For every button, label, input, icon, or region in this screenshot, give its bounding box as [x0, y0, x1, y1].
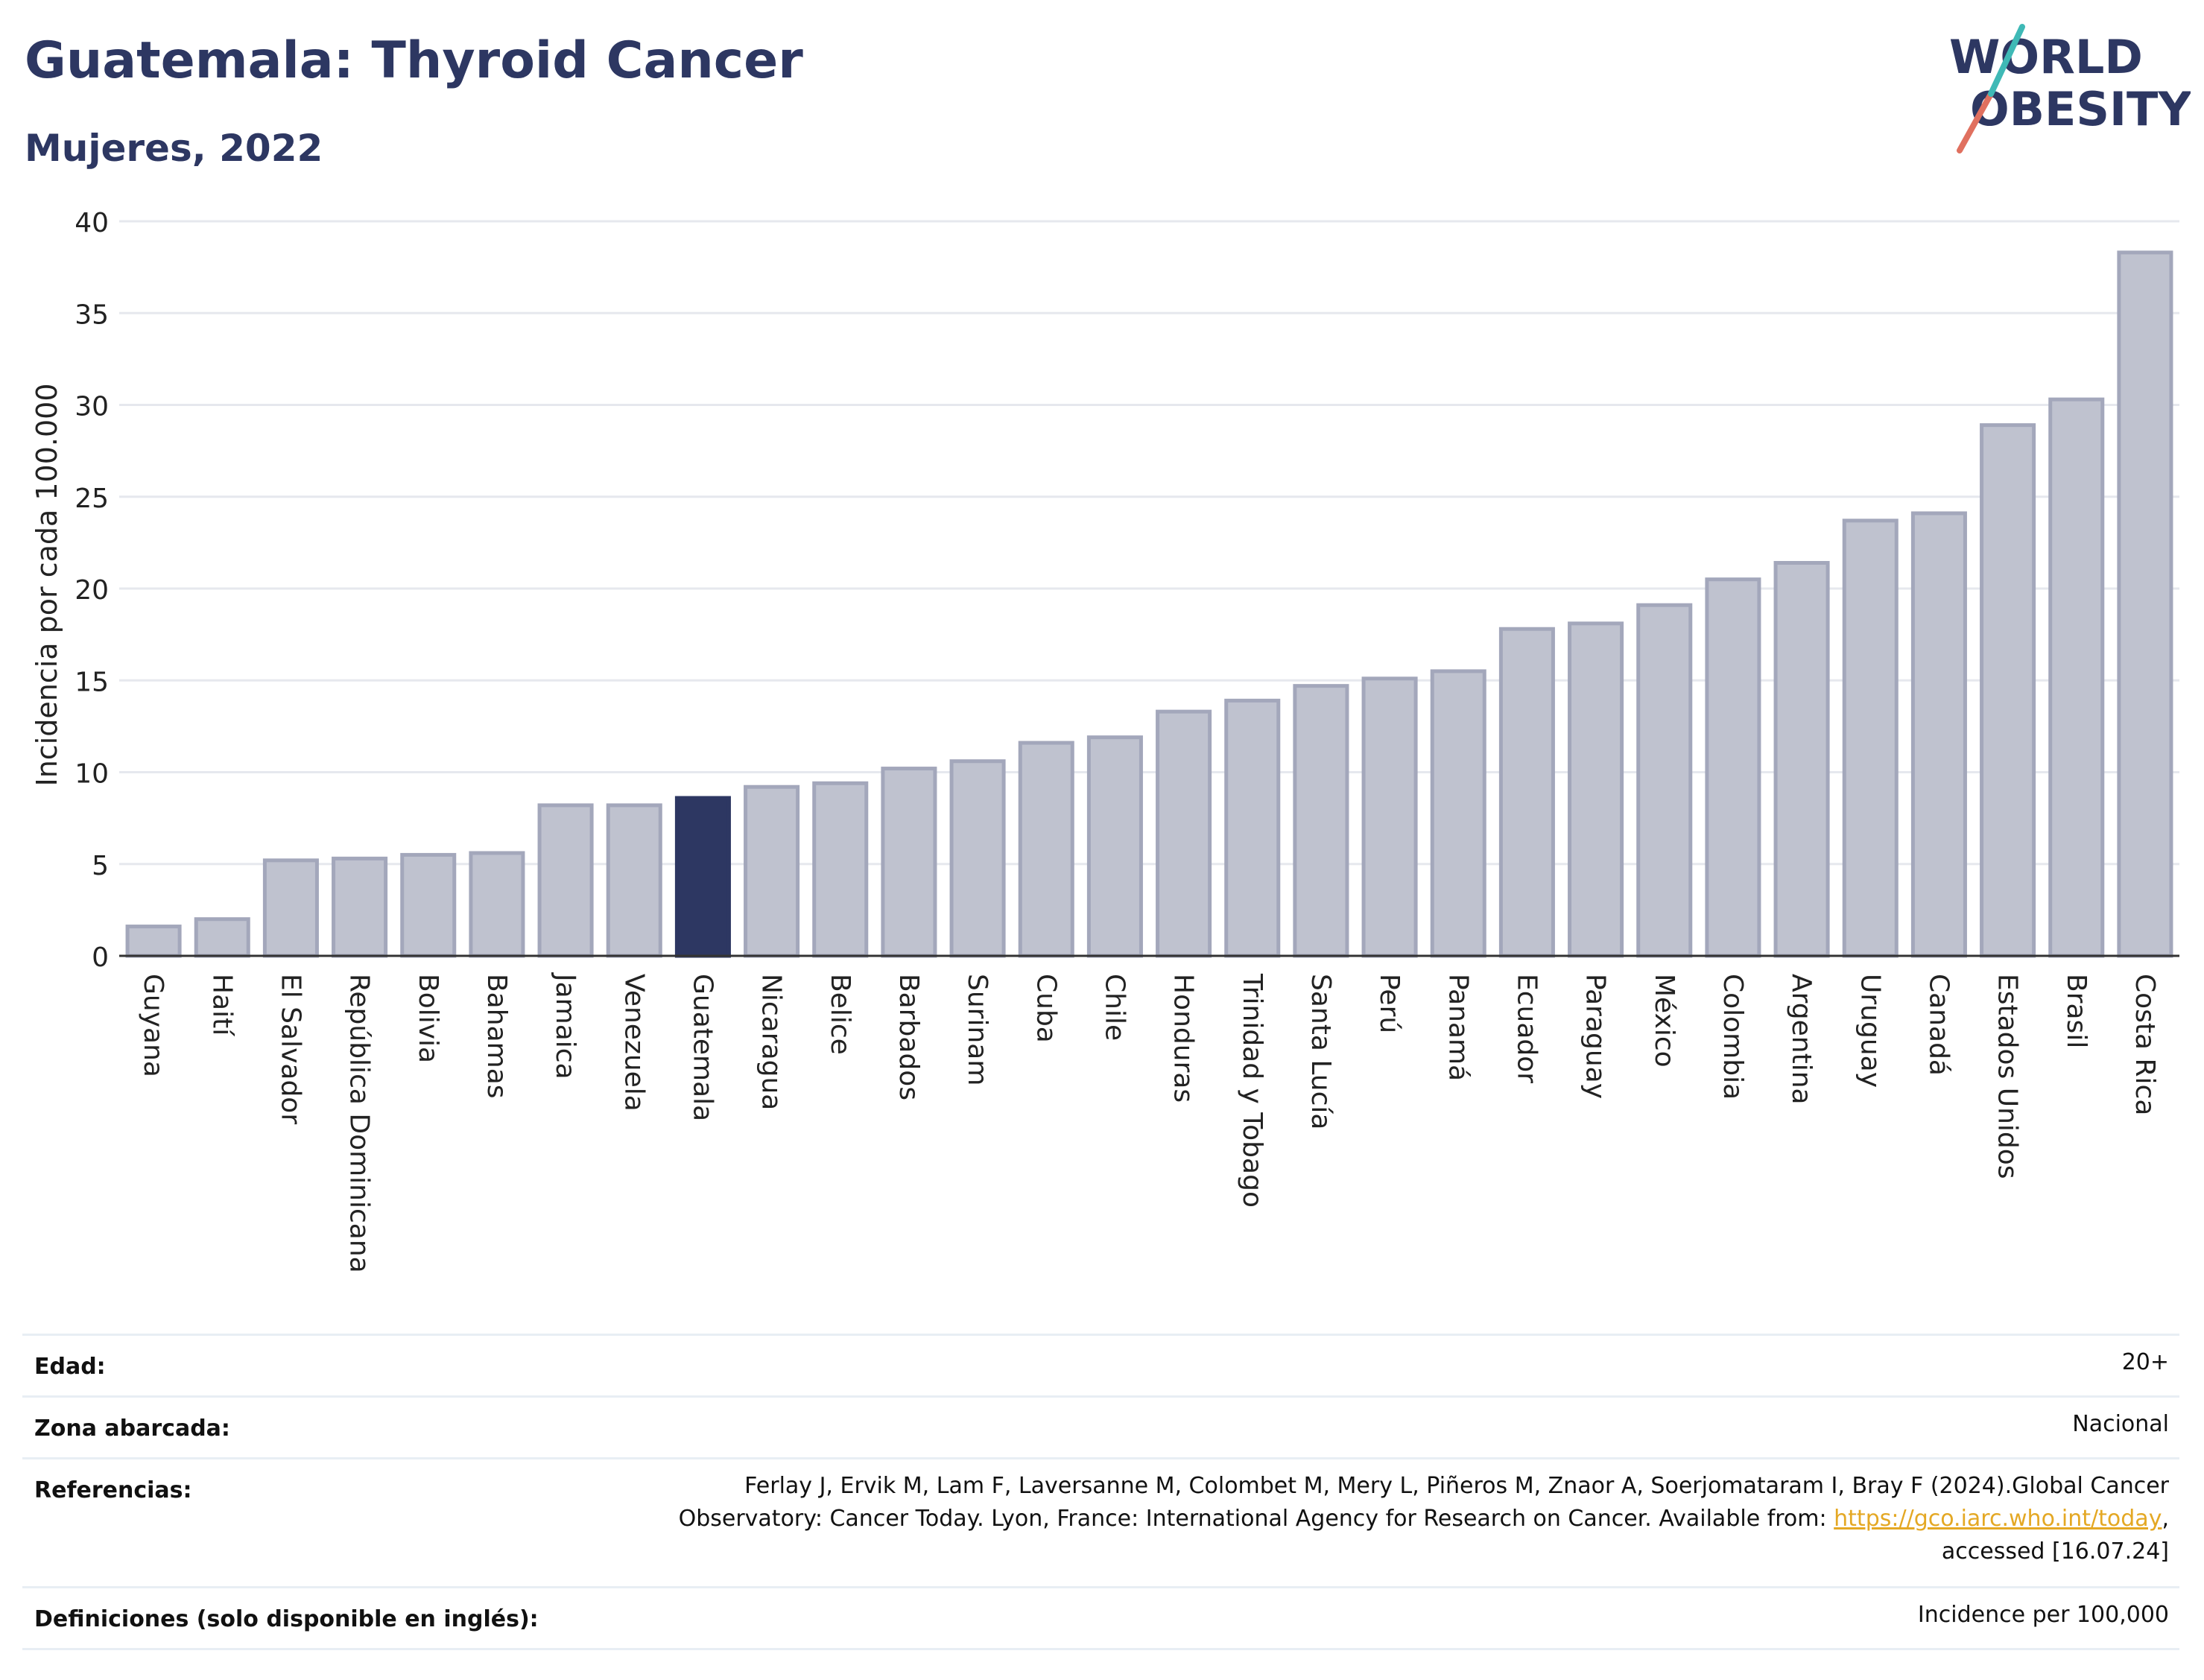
- bar-jamaica: [537, 803, 594, 958]
- references-value: Ferlay J, Ervik M, Lam F, Laversanne M, …: [679, 1470, 2169, 1568]
- x-tick-label: Canadá: [1923, 974, 1954, 1076]
- age-label: Edad:: [34, 1354, 106, 1380]
- bar-nicaragua: [744, 784, 800, 958]
- bar-haití: [194, 917, 250, 958]
- x-tick-label: Argentina: [1786, 974, 1817, 1105]
- bar-el-salvador: [262, 858, 319, 958]
- x-tick-label: Paraguay: [1580, 974, 1611, 1099]
- bar-guatemala: [674, 796, 731, 958]
- x-tick-label: Venezuela: [618, 974, 649, 1112]
- bar-santa-lucía: [1293, 684, 1349, 958]
- y-tick-label: 15: [75, 667, 109, 697]
- y-tick-label: 5: [92, 851, 109, 881]
- bar-honduras: [1156, 709, 1212, 958]
- bar-bolivia: [400, 852, 457, 958]
- x-tick-label: Colombia: [1717, 974, 1748, 1100]
- reference-line-1: Ferlay J, Ervik M, Lam F, Laversanne M, …: [744, 1473, 2169, 1499]
- age-value: 20+: [2121, 1349, 2169, 1375]
- x-tick-label: Santa Lucía: [1305, 974, 1336, 1129]
- bar-estados-unidos: [1980, 423, 2036, 958]
- x-tick-label: Nicaragua: [756, 974, 787, 1110]
- bar-canadá: [1910, 511, 1967, 958]
- x-tick-label: República Dominicana: [344, 974, 375, 1273]
- x-tick-label: Belice: [825, 974, 855, 1055]
- bar-ecuador: [1498, 627, 1555, 958]
- bar-chart: 0 5 10 15 20 25 30 35 40 Incidencia por cada 100…: [31, 208, 2179, 1273]
- logo-word-2: OBESITY: [1970, 82, 2191, 136]
- zone-row: Zona abarcada: Nacional: [22, 1395, 2179, 1457]
- chart-title: Guatemala: Thyroid Cancer: [25, 31, 803, 90]
- x-tick-label: Guatemala: [687, 974, 718, 1121]
- age-row: Edad: 20+: [22, 1334, 2179, 1395]
- x-tick-label: Surinam: [962, 974, 992, 1085]
- x-tick-label: Haití: [206, 974, 237, 1036]
- bar-república-dominicana: [332, 856, 388, 958]
- bar-bahamas: [469, 851, 525, 958]
- bar-guyana: [125, 925, 182, 958]
- bar-perú: [1361, 676, 1418, 958]
- bar-colombia: [1705, 577, 1761, 958]
- x-tick-label: Costa Rica: [2129, 974, 2160, 1115]
- bar-paraguay: [1568, 621, 1624, 958]
- y-tick-label: 35: [75, 299, 109, 330]
- y-axis-ticks: 0 5 10 15 20 25 30 35 40: [75, 208, 109, 973]
- bar-panamá: [1430, 669, 1486, 958]
- logo-word-1: WORLD: [1949, 30, 2143, 84]
- x-tick-label: Brasil: [2061, 974, 2091, 1048]
- y-tick-label: 25: [75, 484, 109, 514]
- bar-venezuela: [606, 803, 662, 958]
- x-tick-label: Barbados: [893, 974, 924, 1100]
- x-tick-label: Guyana: [138, 974, 168, 1077]
- definitions-value: Incidence per 100,000: [1917, 1602, 2169, 1628]
- x-tick-label: Ecuador: [1511, 974, 1542, 1083]
- x-tick-label: Estados Unidos: [1992, 974, 2023, 1179]
- definitions-row: Definiciones (solo disponible en inglés)…: [22, 1586, 2179, 1650]
- x-tick-label: Bolivia: [413, 974, 443, 1063]
- x-tick-label: Chile: [1099, 974, 1130, 1041]
- x-axis-ticks: Guyana Haití El Salvador República Dominica…: [138, 972, 2160, 1273]
- bar-cuba: [1018, 741, 1074, 958]
- references-label: Referencias:: [34, 1477, 192, 1503]
- y-tick-label: 30: [75, 392, 109, 422]
- x-tick-label: México: [1649, 974, 1679, 1068]
- zone-value: Nacional: [2072, 1411, 2169, 1437]
- bar-barbados: [881, 767, 937, 958]
- bar-méxico: [1636, 603, 1693, 958]
- reference-comma: ,: [2162, 1506, 2169, 1532]
- bar-uruguay: [1842, 519, 1899, 958]
- y-tick-label: 20: [75, 575, 109, 606]
- y-tick-label: 10: [75, 759, 109, 790]
- reference-line-2: Observatory: Cancer Today. Lyon, France:…: [679, 1503, 2169, 1535]
- reference-text: Observatory: Cancer Today. Lyon, France:…: [678, 1506, 1827, 1532]
- bar-trinidad-y-tobago: [1224, 698, 1281, 958]
- bar-costa-rica: [2117, 250, 2173, 958]
- x-tick-label: Trinidad y Tobago: [1237, 973, 1267, 1208]
- y-axis-label: Incidencia por cada 100.000: [31, 383, 63, 786]
- x-tick-label: Jamaica: [550, 972, 580, 1080]
- bar-argentina: [1773, 560, 1830, 958]
- y-tick-label: 40: [75, 208, 109, 238]
- reference-line-3: accessed [16.07.24]: [1941, 1538, 2169, 1565]
- world-obesity-logo: WORLD OBESITY: [1949, 24, 2191, 153]
- x-tick-label: Perú: [1374, 974, 1405, 1033]
- bar-surinam: [949, 759, 1006, 958]
- bar-brasil: [2048, 397, 2105, 958]
- bar-chile: [1086, 735, 1143, 958]
- grid-lines: [119, 220, 2179, 866]
- y-tick-label: 0: [92, 942, 109, 973]
- bar-belice: [812, 781, 869, 958]
- chart-subtitle: Mujeres, 2022: [25, 127, 323, 170]
- bars: [125, 250, 2173, 958]
- definitions-label: Definiciones (solo disponible en inglés)…: [34, 1606, 539, 1632]
- x-tick-label: Honduras: [1168, 974, 1199, 1103]
- x-tick-label: El Salvador: [275, 974, 305, 1124]
- references-row: Referencias: Ferlay J, Ervik M, Lam F, L…: [22, 1457, 2179, 1586]
- zone-label: Zona abarcada:: [34, 1416, 230, 1442]
- info-table: Edad: 20+ Zona abarcada: Nacional Refere…: [22, 1334, 2179, 1650]
- reference-link[interactable]: https://gco.iarc.who.int/today: [1834, 1506, 2162, 1532]
- x-tick-label: Uruguay: [1855, 974, 1885, 1088]
- x-tick-label: Panamá: [1443, 974, 1473, 1081]
- x-tick-label: Bahamas: [481, 974, 512, 1099]
- x-tick-label: Cuba: [1030, 974, 1061, 1043]
